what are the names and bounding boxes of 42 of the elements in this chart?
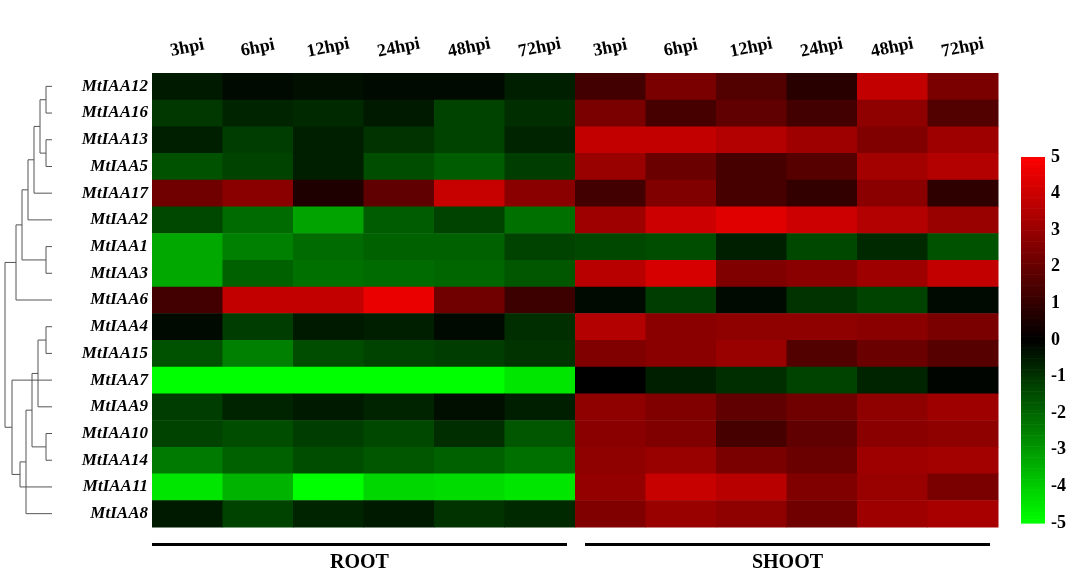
y-tick-label: MtIAA1 xyxy=(89,235,148,255)
color-bar-label: -4 xyxy=(1051,475,1066,496)
y-tick-label: MtIAA4 xyxy=(89,316,148,336)
x-tick-label: 24hpi xyxy=(798,32,845,61)
x-tick-label: 6hpi xyxy=(238,33,277,60)
y-tick-label: MtIAA16 xyxy=(80,102,149,122)
text: ROOT xyxy=(329,550,390,573)
y-tick-label: MtIAA9 xyxy=(89,396,149,416)
y-tick-label: MtIAA7 xyxy=(89,369,150,389)
color-bar-label: 4 xyxy=(1051,182,1060,203)
y-tick-label: MtIAA11 xyxy=(81,476,148,496)
y-tick-label: MtIAA10 xyxy=(80,422,149,442)
y-tick-label: MtIAA8 xyxy=(89,503,149,523)
color-bar-label: 5 xyxy=(1051,145,1060,166)
x-tick-label: 12hpi xyxy=(727,32,775,61)
color-bar-label: 2 xyxy=(1051,255,1060,276)
color-bar-label: 0 xyxy=(1051,328,1060,349)
x-tick-label: 48hpi xyxy=(868,32,916,61)
y-tick-label: MtIAA17 xyxy=(80,182,150,202)
x-tick-label: 24hpi xyxy=(375,32,422,61)
color-bar-label: -1 xyxy=(1051,365,1066,386)
color-bar-label: 1 xyxy=(1051,292,1060,313)
y-tick-label: MtIAA2 xyxy=(89,209,149,229)
y-tick-label: MtIAA5 xyxy=(89,155,149,175)
x-tick-label: 48hpi xyxy=(445,32,493,61)
x-tick-label: 6hpi xyxy=(661,33,700,60)
color-bar-label: -2 xyxy=(1051,401,1066,422)
color-bar-label: -5 xyxy=(1051,511,1066,532)
y-tick-label: MtIAA13 xyxy=(80,129,149,149)
x-tick-label: 3hpi xyxy=(591,33,629,60)
text: SHOOT xyxy=(750,550,825,573)
y-tick-label: MtIAA14 xyxy=(80,449,148,469)
y-tick-label: MtIAA12 xyxy=(80,75,149,95)
x-tick-label: 72hpi xyxy=(939,32,986,61)
color-bar-label: -3 xyxy=(1051,438,1066,459)
y-tick-label: MtIAA6 xyxy=(89,289,149,309)
color-bar-label: 3 xyxy=(1051,218,1060,239)
y-tick-label: MtIAA3 xyxy=(89,262,149,282)
x-tick-label: 12hpi xyxy=(304,32,352,61)
x-tick-label: 72hpi xyxy=(516,32,563,61)
y-tick-label: MtIAA15 xyxy=(80,342,149,362)
x-tick-label: 3hpi xyxy=(168,33,206,60)
